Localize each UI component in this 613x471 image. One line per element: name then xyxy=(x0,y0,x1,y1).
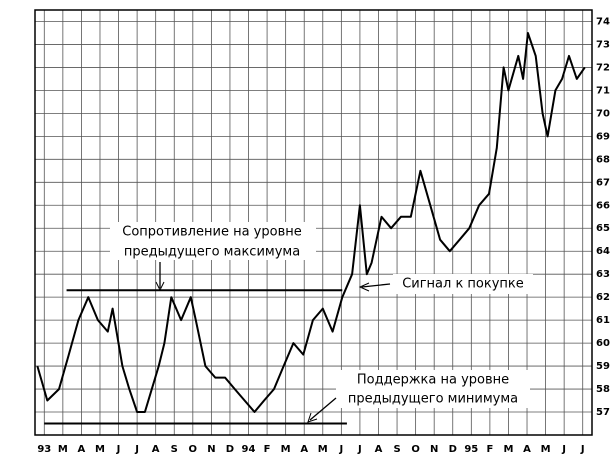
x-tick-label: N xyxy=(430,444,438,455)
label-bg xyxy=(110,222,316,260)
x-tick-label: O xyxy=(189,444,198,455)
price-line xyxy=(36,32,586,413)
y-tick-label: 66 xyxy=(596,200,610,211)
x-tick-label: A xyxy=(375,444,383,455)
x-tick-label: F xyxy=(486,444,493,455)
y-tick-label: 65 xyxy=(596,223,610,234)
arrow xyxy=(309,397,337,421)
annotation: предыдущего максимума xyxy=(124,245,300,260)
x-tick-label: M xyxy=(318,444,328,455)
x-tick-label: J xyxy=(357,444,362,455)
y-tick-label: 62 xyxy=(596,292,610,303)
x-tick-label: 95 xyxy=(464,444,478,455)
x-tick-label: M xyxy=(58,444,68,455)
annotation: предыдущего минимума xyxy=(348,392,518,407)
annotation: Сигнал к покупке xyxy=(402,277,524,292)
y-tick-label: 74 xyxy=(596,16,610,27)
annotations: Сопротивление на уровне предыдущего макс… xyxy=(110,222,533,423)
y-tick-label: 70 xyxy=(596,108,610,119)
x-tick-label: F xyxy=(264,444,271,455)
arrow-head xyxy=(307,412,318,423)
y-tick-label: 64 xyxy=(596,246,610,257)
x-tick-label: 93 xyxy=(37,444,51,455)
arrow-head xyxy=(358,282,370,292)
x-tick-label: 94 xyxy=(242,444,256,455)
y-tick-label: 63 xyxy=(596,269,610,280)
plot-frame xyxy=(34,9,593,436)
y-tick-label: 67 xyxy=(596,177,610,188)
y-tick-label: 60 xyxy=(596,338,610,349)
y-tick-label: 58 xyxy=(596,384,610,395)
arrow-head xyxy=(155,281,165,292)
x-tick-label: M xyxy=(541,444,551,455)
x-tick-label: J xyxy=(338,444,343,455)
annotation: Сопротивление на уровне xyxy=(122,225,301,240)
x-tick-label: M xyxy=(281,444,291,455)
x-tick-label: A xyxy=(78,444,86,455)
x-tick-label: D xyxy=(449,444,457,455)
label-bg xyxy=(336,370,530,408)
x-tick-label: M xyxy=(95,444,105,455)
y-tick-label: 69 xyxy=(596,131,610,142)
x-tick-label: S xyxy=(171,444,178,455)
y-tick-label: 57 xyxy=(596,407,610,418)
x-tick-label: A xyxy=(523,444,531,455)
label-bg xyxy=(393,274,533,294)
arrow xyxy=(361,283,391,288)
x-tick-label: N xyxy=(207,444,215,455)
x-tick-label: M xyxy=(503,444,513,455)
x-tick-label: O xyxy=(411,444,420,455)
y-tick-label: 72 xyxy=(596,62,610,73)
y-tick-label: 73 xyxy=(596,39,610,50)
x-tick-label: J xyxy=(580,444,585,455)
x-tick-label: D xyxy=(226,444,234,455)
x-tick-label: J xyxy=(116,444,121,455)
y-tick-label: 71 xyxy=(596,85,610,96)
x-tick-label: A xyxy=(152,444,160,455)
x-tick-label: J xyxy=(134,444,139,455)
y-tick-label: 68 xyxy=(596,154,610,165)
x-tick-label: J xyxy=(561,444,566,455)
annotation: Поддержка на уровне xyxy=(357,373,509,388)
x-tick-label: A xyxy=(300,444,308,455)
x-tick-label: S xyxy=(393,444,400,455)
y-tick-label: 59 xyxy=(596,361,610,372)
y-tick-label: 61 xyxy=(596,315,610,326)
